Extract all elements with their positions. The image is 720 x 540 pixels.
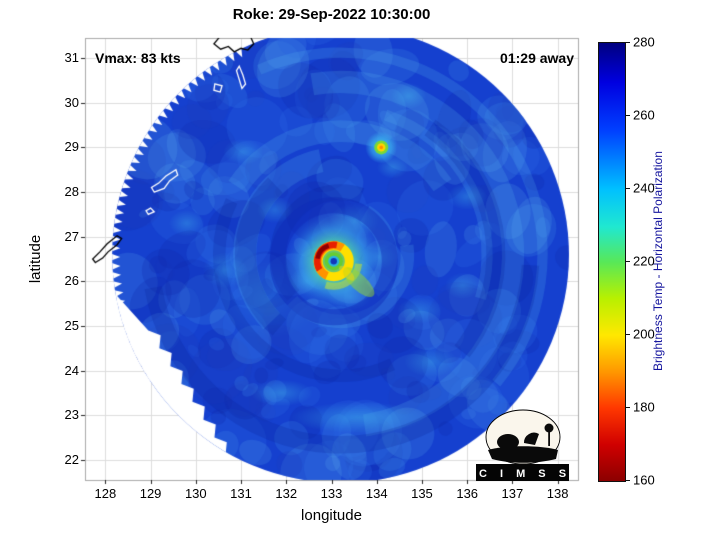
cimss-logo: C I M S S (476, 409, 569, 481)
water-tower-leg (548, 432, 550, 446)
colorbar-tick-mark (626, 479, 630, 481)
colorbar-tick-mark (626, 114, 630, 116)
cimss-logo-bar (476, 464, 569, 481)
colorbar-tick-label: 160 (633, 472, 655, 488)
colorbar-tick-label: 240 (633, 180, 655, 196)
x-tick-label: 132 (275, 486, 298, 501)
colorbar-tick-label: 180 (633, 399, 655, 415)
y-tick-label: 26 (64, 273, 79, 289)
colorbar (598, 42, 626, 482)
colorbar-tick-mark (626, 260, 630, 262)
x-tick-label: 134 (365, 486, 388, 501)
y-tick-label: 25 (64, 317, 79, 333)
cimss-logo-text: C I M S S (479, 468, 569, 480)
y-tick-label: 28 (64, 184, 79, 200)
vmax-annotation: Vmax: 83 kts (95, 50, 181, 66)
colorbar-tick-mark (626, 41, 630, 43)
y-tick-label: 24 (64, 362, 79, 378)
colorbar-tick-mark (626, 333, 630, 335)
x-tick-label: 130 (184, 486, 207, 501)
y-axis-label: latitude (27, 234, 44, 284)
y-tick-label: 31 (64, 50, 79, 66)
colorbar-tick-label: 200 (633, 326, 655, 342)
x-tick-label: 129 (139, 486, 162, 501)
y-tick-label: 23 (64, 407, 79, 423)
time-away-annotation: 01:29 away (500, 50, 574, 66)
x-tick-label: 135 (411, 486, 433, 501)
x-tick-label: 133 (320, 486, 343, 501)
x-tick-label: 128 (94, 486, 117, 501)
colorbar-tick-mark (626, 187, 630, 189)
colorbar-tick-label: 220 (633, 253, 655, 269)
radio-dish-icon (523, 432, 539, 445)
colorbar-tick-label: 280 (633, 34, 655, 50)
y-tick-label: 30 (64, 94, 79, 110)
ground-silhouette (488, 446, 558, 463)
colorbar-tick-label: 260 (633, 107, 655, 123)
y-tick-label: 29 (64, 139, 79, 155)
x-tick-label: 131 (230, 486, 252, 501)
figure-title: Roke: 29-Sep-2022 10:30:00 (232, 6, 431, 23)
x-tick-label: 138 (546, 486, 569, 501)
x-tick-label: 137 (501, 486, 524, 501)
colorbar-tick-mark (626, 406, 630, 408)
x-axis-label: longitude (301, 507, 362, 524)
y-tick-label: 27 (64, 228, 79, 244)
observatory-dome-icon (497, 434, 519, 450)
water-tower-icon (544, 423, 554, 433)
y-tick-label: 22 (64, 451, 79, 467)
x-tick-label: 136 (456, 486, 479, 501)
